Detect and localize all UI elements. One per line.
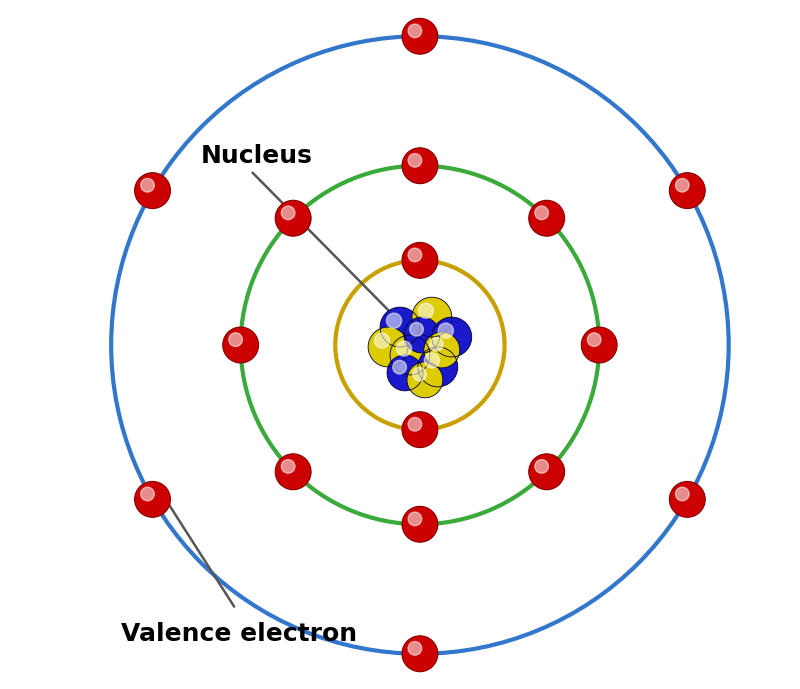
Circle shape — [582, 327, 617, 363]
Circle shape — [402, 243, 438, 278]
Circle shape — [275, 454, 311, 490]
Circle shape — [430, 338, 443, 351]
Circle shape — [134, 482, 170, 517]
Text: Nucleus: Nucleus — [201, 144, 313, 167]
Circle shape — [413, 367, 426, 381]
Circle shape — [134, 173, 170, 209]
Circle shape — [402, 19, 438, 54]
Circle shape — [368, 327, 408, 367]
Circle shape — [397, 341, 411, 356]
Circle shape — [229, 333, 242, 347]
Circle shape — [275, 200, 311, 236]
Circle shape — [424, 353, 439, 368]
Circle shape — [393, 360, 406, 374]
Circle shape — [402, 148, 438, 184]
Circle shape — [408, 24, 422, 38]
Circle shape — [222, 327, 258, 363]
Circle shape — [418, 303, 434, 318]
Circle shape — [387, 355, 423, 391]
Circle shape — [404, 317, 440, 353]
Circle shape — [424, 332, 460, 368]
Circle shape — [670, 482, 706, 517]
Circle shape — [408, 154, 422, 167]
Circle shape — [412, 297, 452, 337]
Circle shape — [535, 206, 549, 220]
Circle shape — [402, 412, 438, 448]
Circle shape — [410, 322, 423, 336]
Circle shape — [402, 636, 438, 672]
Circle shape — [282, 206, 295, 220]
Circle shape — [390, 335, 430, 375]
Circle shape — [141, 178, 154, 192]
Circle shape — [438, 323, 454, 338]
Circle shape — [408, 248, 422, 262]
Circle shape — [418, 347, 458, 387]
Circle shape — [675, 178, 689, 192]
Circle shape — [374, 333, 390, 348]
Circle shape — [670, 173, 706, 209]
Circle shape — [408, 641, 422, 655]
Circle shape — [408, 418, 422, 431]
Circle shape — [535, 460, 549, 473]
Circle shape — [432, 317, 472, 357]
Circle shape — [407, 362, 443, 398]
Circle shape — [529, 454, 565, 490]
Circle shape — [587, 333, 601, 347]
Text: Valence electron: Valence electron — [121, 622, 358, 646]
Circle shape — [380, 307, 420, 347]
Circle shape — [529, 200, 565, 236]
Circle shape — [675, 487, 689, 501]
Circle shape — [386, 313, 402, 328]
Circle shape — [408, 512, 422, 526]
Circle shape — [402, 506, 438, 542]
Circle shape — [282, 460, 295, 473]
Circle shape — [141, 487, 154, 501]
